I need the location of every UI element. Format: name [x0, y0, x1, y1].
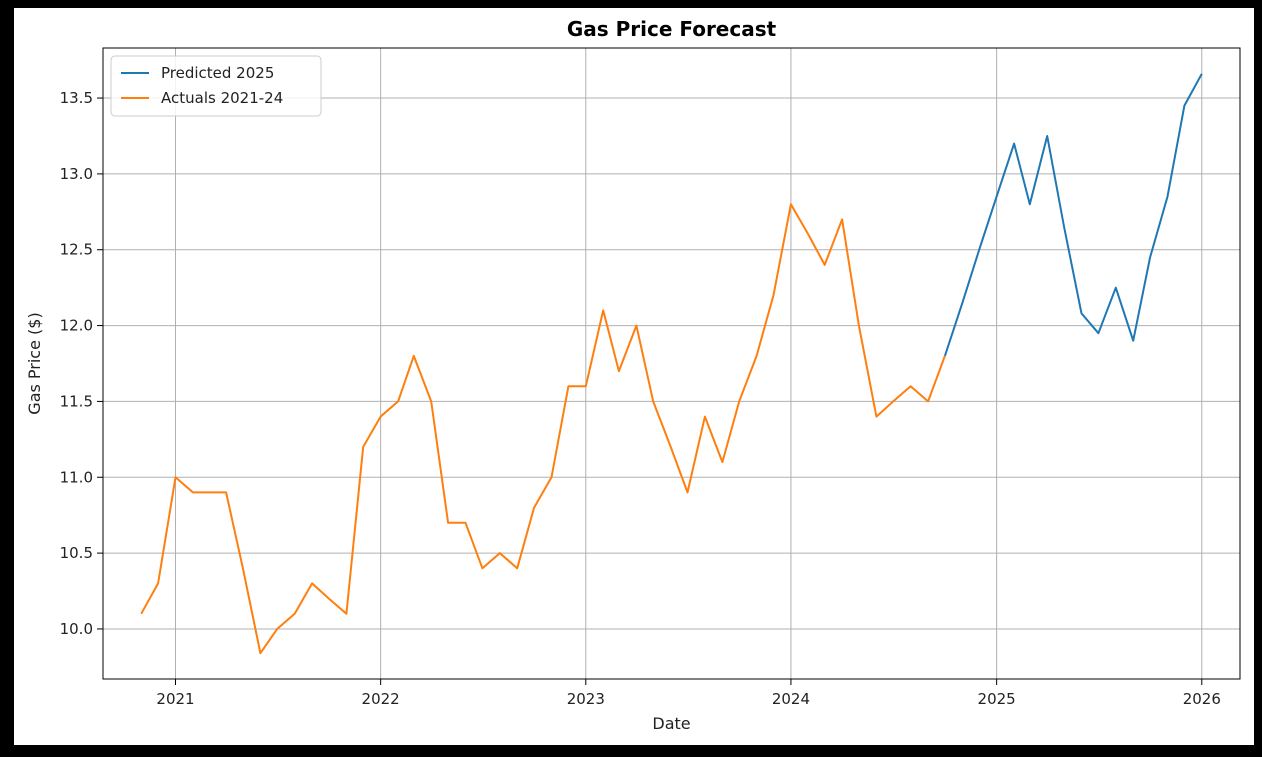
y-tick-label: 12.0 [60, 317, 93, 335]
x-tick-label: 2026 [1183, 690, 1221, 708]
series-line-1 [140, 203, 946, 655]
x-tick-label: 2021 [156, 690, 194, 708]
chart-figure: 2021 2022 2023 2024 2025 2026 10.0 10.5 11.0 11.5… [14, 8, 1254, 745]
y-tick-label: 11.5 [60, 392, 93, 410]
legend: Predicted 2025 Actuals 2021-24 [110, 55, 322, 117]
series-line-0 [943, 73, 1203, 357]
legend-entry-1: Actuals 2021-24 [161, 89, 283, 107]
y-tick-label: 10.5 [60, 544, 93, 562]
series-layer [140, 73, 1203, 655]
x-tick-label: 2022 [362, 690, 400, 708]
x-tick-label: 2025 [978, 690, 1016, 708]
grid-layer [103, 48, 1240, 679]
ticks-layer: 2021 2022 2023 2024 2025 2026 10.0 10.5 11.0 11.5… [60, 89, 1221, 708]
y-tick-label: 13.5 [60, 89, 93, 107]
chart-title: Gas Price Forecast [567, 17, 777, 41]
plot-area-frame [102, 47, 1241, 680]
line-chart: 2021 2022 2023 2024 2025 2026 10.0 10.5 11.0 11.5… [25, 17, 1241, 733]
x-tick-label: 2024 [772, 690, 810, 708]
y-axis-label: Gas Price ($) [25, 312, 44, 414]
y-tick-label: 12.5 [60, 241, 93, 259]
legend-box [110, 55, 322, 117]
x-axis-label: Date [652, 714, 690, 733]
legend-entry-0: Predicted 2025 [161, 64, 274, 82]
y-tick-label: 11.0 [60, 468, 93, 486]
y-tick-label: 13.0 [60, 165, 93, 183]
y-tick-label: 10.0 [60, 620, 93, 638]
x-tick-label: 2023 [567, 690, 605, 708]
